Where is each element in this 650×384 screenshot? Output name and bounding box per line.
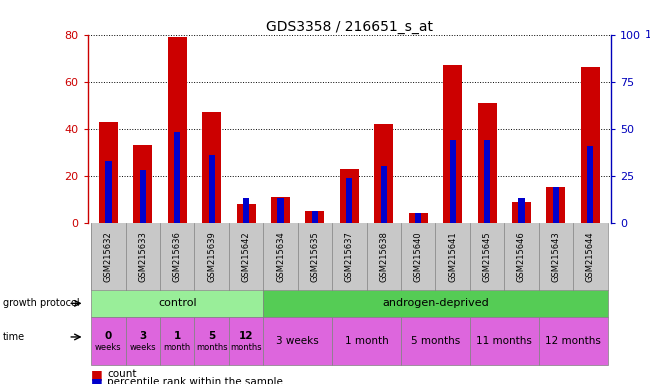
Bar [484,140,490,223]
Bar [519,198,525,223]
Text: 3 weeks: 3 weeks [276,336,319,346]
Bar [409,214,428,223]
Text: 0: 0 [105,331,112,341]
Text: control: control [158,298,196,308]
Text: 12: 12 [239,331,254,341]
Text: 1 month: 1 month [344,336,389,346]
Bar [99,122,118,223]
Bar [209,155,214,223]
Bar [105,161,112,223]
Bar [168,37,187,223]
Text: GSM215641: GSM215641 [448,231,457,281]
Bar [271,197,290,223]
Bar [243,198,249,223]
Bar [381,166,387,223]
Bar [237,204,255,223]
Bar [450,140,456,223]
Title: GDS3358 / 216651_s_at: GDS3358 / 216651_s_at [266,20,433,33]
Text: 3: 3 [139,331,146,341]
Text: months: months [196,343,228,352]
Bar [133,145,152,223]
Bar [547,187,566,223]
Text: count: count [107,369,137,379]
Text: 5 months: 5 months [411,336,460,346]
Text: 5: 5 [208,331,215,341]
Bar [512,202,531,223]
Text: 12 months: 12 months [545,336,601,346]
Bar [587,146,593,223]
Text: months: months [230,343,262,352]
Text: month: month [164,343,191,352]
Text: GSM215643: GSM215643 [551,231,560,282]
Text: GSM215636: GSM215636 [173,231,182,282]
Text: 100%: 100% [645,30,650,40]
Text: GSM215646: GSM215646 [517,231,526,282]
Bar [346,177,352,223]
Text: GSM215632: GSM215632 [104,231,113,282]
Text: GSM215637: GSM215637 [345,231,354,282]
Text: weeks: weeks [129,343,156,352]
Text: GSM215639: GSM215639 [207,231,216,282]
Text: GSM215644: GSM215644 [586,231,595,281]
Text: androgen-deprived: androgen-deprived [382,298,489,308]
Text: GSM215642: GSM215642 [242,231,251,281]
Bar [140,170,146,223]
Text: percentile rank within the sample: percentile rank within the sample [107,377,283,384]
Text: GSM215645: GSM215645 [482,231,491,281]
Text: GSM215638: GSM215638 [380,231,388,282]
Text: GSM215633: GSM215633 [138,231,148,282]
Bar [415,214,421,223]
Text: 11 months: 11 months [476,336,532,346]
Bar [174,132,180,223]
Bar [581,68,600,223]
Bar [312,212,318,223]
Text: GSM215634: GSM215634 [276,231,285,282]
Text: weeks: weeks [95,343,122,352]
Text: growth protocol: growth protocol [3,298,80,308]
Bar [552,187,559,223]
Text: GSM215640: GSM215640 [413,231,423,281]
Text: 1: 1 [174,331,181,341]
Bar [306,211,324,223]
Bar [443,65,462,223]
Bar [374,124,393,223]
Bar [478,103,497,223]
Text: ■: ■ [91,368,103,381]
Text: GSM215635: GSM215635 [311,231,319,282]
Bar [340,169,359,223]
Text: time: time [3,332,25,342]
Text: ■: ■ [91,376,103,384]
Bar [202,112,221,223]
Bar [278,198,283,223]
